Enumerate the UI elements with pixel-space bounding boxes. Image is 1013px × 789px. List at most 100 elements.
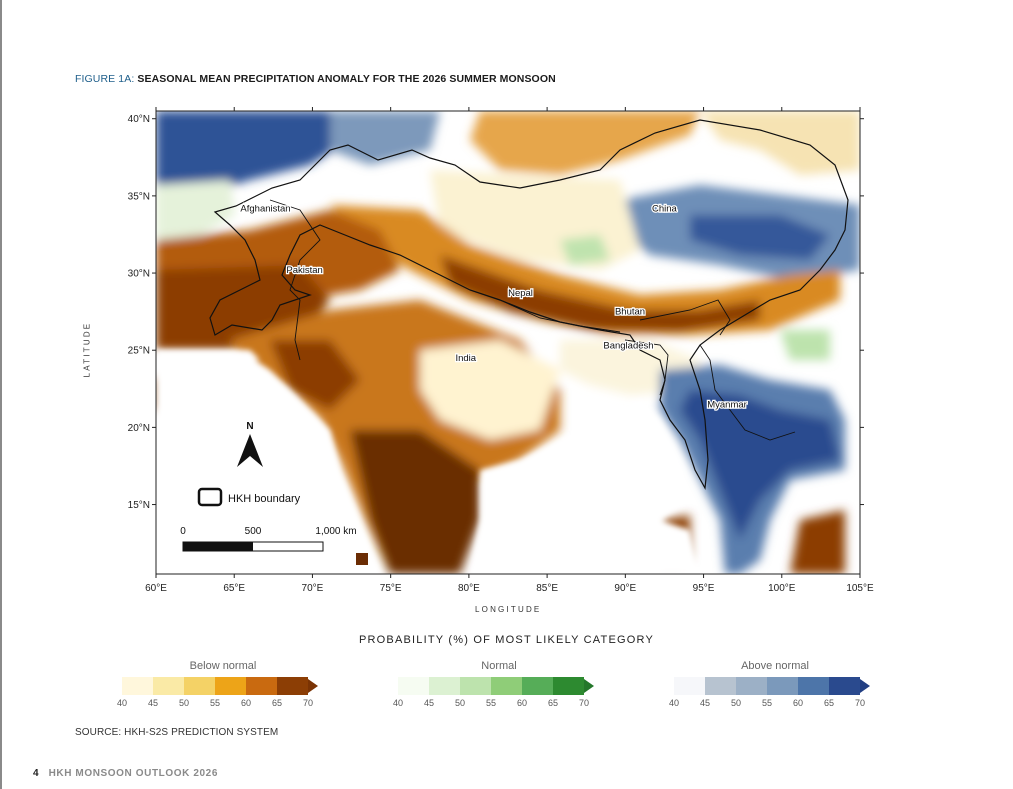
legend-tick-label: 65	[823, 698, 834, 708]
legend-color-bar	[674, 677, 876, 695]
legend-color-bar	[122, 677, 324, 695]
legend-tick-label: 45	[699, 698, 710, 708]
legend-swatch	[153, 677, 184, 695]
figure-label: FIGURE 1A:	[75, 73, 135, 85]
country-label-afghanistan: Afghanistan	[240, 203, 290, 214]
country-label-china: China	[652, 203, 678, 214]
legend-tick-label: 70	[854, 698, 865, 708]
anomaly-raster	[156, 111, 860, 574]
longitude-ticks: 60°E 65°E 70°E 75°E 80°E 85°E 90°E 95°E 100°E 105…	[145, 107, 874, 594]
longitude-tick-label: 95°E	[693, 583, 715, 594]
legend-below-normal: Below normal	[122, 660, 324, 695]
legend-swatch	[674, 677, 705, 695]
north-arrow-icon	[237, 434, 263, 467]
legend-swatch	[798, 677, 829, 695]
legend-tick-label: 50	[178, 698, 189, 708]
legend-swatch	[122, 677, 153, 695]
legend-swatch	[429, 677, 460, 695]
longitude-tick-label: 80°E	[458, 583, 480, 594]
longitude-tick-label: 105°E	[846, 583, 874, 594]
longitude-tick-label: 85°E	[536, 583, 558, 594]
legend-swatch	[705, 677, 736, 695]
legend-tick-label: 45	[147, 698, 158, 708]
latitude-ticks: 40°N 35°N 30°N 25°N 20°N 15°N	[128, 114, 864, 511]
source-note: SOURCE: HKH-S2S PREDICTION SYSTEM	[75, 727, 279, 738]
legend-swatch	[246, 677, 277, 695]
latitude-tick-label: 40°N	[128, 114, 150, 125]
scale-label-0: 0	[180, 526, 186, 537]
latitude-tick-label: 20°N	[128, 423, 150, 434]
y-axis-label: LATITUDE	[82, 321, 92, 378]
scale-bar: 0 500 1,000 km	[180, 526, 357, 552]
scale-label-1000: 1,000 km	[315, 526, 356, 537]
legend-tick-label: 70	[578, 698, 589, 708]
country-label-india: India	[455, 353, 476, 364]
longitude-tick-label: 65°E	[223, 583, 245, 594]
latitude-tick-label: 30°N	[128, 269, 150, 280]
country-labels: Afghanistan Pakistan Nepal Bhutan China India…	[239, 202, 748, 412]
legend-tick-label: 45	[423, 698, 434, 708]
legend-title: PROBABILITY (%) OF MOST LIKELY CATEGORY	[359, 634, 654, 646]
legend-swatch	[553, 677, 584, 695]
figure-title: FIGURE 1A: SEASONAL MEAN PRECIPITATION A…	[75, 73, 556, 85]
country-label-bhutan: Bhutan	[615, 307, 645, 318]
country-borders	[269, 199, 796, 441]
longitude-tick-label: 100°E	[768, 583, 796, 594]
latitude-tick-label: 25°N	[128, 346, 150, 357]
legend-swatch	[460, 677, 491, 695]
page-footer: 4 HKH MONSOON OUTLOOK 2026	[33, 768, 218, 779]
legend-swatch	[215, 677, 246, 695]
legend-tick-label: 60	[240, 698, 251, 708]
north-arrow: N	[237, 421, 263, 467]
legend-tick-label: 60	[516, 698, 527, 708]
country-label-pakistan: Pakistan	[286, 265, 322, 276]
precipitation-anomaly-map: 40°N 35°N 30°N 25°N 20°N 15°N 60°E 65°E 70°E 75°…	[128, 107, 874, 594]
legend-swatch	[184, 677, 215, 695]
country-label-myanmar: Myanmar	[707, 399, 747, 410]
legend-tick-label: 55	[485, 698, 496, 708]
legend-tick-label: 55	[209, 698, 220, 708]
legend-tick-label: 40	[392, 698, 403, 708]
legend-swatch	[829, 677, 860, 695]
x-axis-label: LONGITUDE	[475, 605, 542, 614]
publication-title: HKH MONSOON OUTLOOK 2026	[48, 768, 218, 779]
longitude-tick-label: 60°E	[145, 583, 167, 594]
legend-group-title: Normal	[481, 660, 517, 672]
legend-swatch	[767, 677, 798, 695]
longitude-tick-label: 70°E	[302, 583, 324, 594]
page-edge-rule	[0, 0, 2, 789]
legend-swatch	[277, 677, 308, 695]
legend-swatch	[398, 677, 429, 695]
legend-tick-label: 40	[668, 698, 679, 708]
legend-above-normal: Above normal	[674, 660, 876, 695]
legend-swatch	[522, 677, 553, 695]
legend-group-title: Below normal	[189, 660, 257, 672]
north-label: N	[246, 421, 253, 432]
legend-tick-label: 60	[792, 698, 803, 708]
legend-group-title: Above normal	[741, 660, 809, 672]
legend-arrow-icon	[860, 679, 870, 693]
figure-heading: SEASONAL MEAN PRECIPITATION ANOMALY FOR …	[137, 73, 556, 85]
legend-tick-label: 40	[116, 698, 127, 708]
legend-tick-label: 50	[730, 698, 741, 708]
legend-tick-label: 55	[761, 698, 772, 708]
legend-arrow-icon	[584, 679, 594, 693]
legend-swatch	[491, 677, 522, 695]
latitude-tick-label: 15°N	[128, 500, 150, 511]
longitude-tick-label: 90°E	[614, 583, 636, 594]
legend-tick-label: 50	[454, 698, 465, 708]
country-label-nepal: Nepal	[508, 288, 533, 299]
hkh-legend-label: HKH boundary	[228, 493, 301, 505]
legend-color-bar	[398, 677, 600, 695]
longitude-tick-label: 75°E	[380, 583, 402, 594]
page-number: 4	[33, 768, 40, 779]
legend-tick-label: 65	[547, 698, 558, 708]
legend-normal: Normal	[398, 660, 600, 695]
legend-tick-label: 70	[302, 698, 313, 708]
legend-swatch	[736, 677, 767, 695]
scale-label-500: 500	[245, 526, 262, 537]
legend-tick-label: 65	[271, 698, 282, 708]
legend-arrow-icon	[308, 679, 318, 693]
country-label-bangladesh: Bangladesh	[603, 341, 653, 352]
latitude-tick-label: 35°N	[128, 191, 150, 202]
